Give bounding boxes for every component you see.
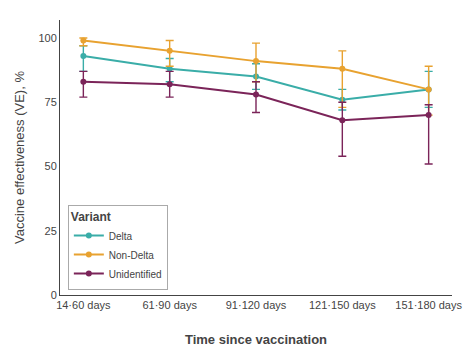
- svg-text:Vaccine effectiveness (VE), %: Vaccine effectiveness (VE), %: [12, 71, 27, 244]
- svg-text:25: 25: [45, 225, 57, 237]
- svg-text:61·90 days: 61·90 days: [142, 299, 197, 311]
- svg-text:151·180 days: 151·180 days: [395, 299, 462, 311]
- svg-text:Variant: Variant: [71, 210, 111, 224]
- svg-text:14·60 days: 14·60 days: [56, 299, 111, 311]
- svg-text:91·120 days: 91·120 days: [226, 299, 287, 311]
- svg-text:Delta: Delta: [109, 231, 133, 242]
- svg-text:Unidentified: Unidentified: [109, 269, 162, 280]
- svg-text:121·150 days: 121·150 days: [309, 299, 376, 311]
- svg-text:Non-Delta: Non-Delta: [109, 250, 154, 261]
- svg-text:75: 75: [45, 96, 57, 108]
- svg-text:Time since vaccination: Time since vaccination: [185, 332, 327, 347]
- svg-text:0: 0: [51, 289, 57, 301]
- svg-text:100: 100: [38, 32, 56, 44]
- svg-text:50: 50: [45, 160, 57, 172]
